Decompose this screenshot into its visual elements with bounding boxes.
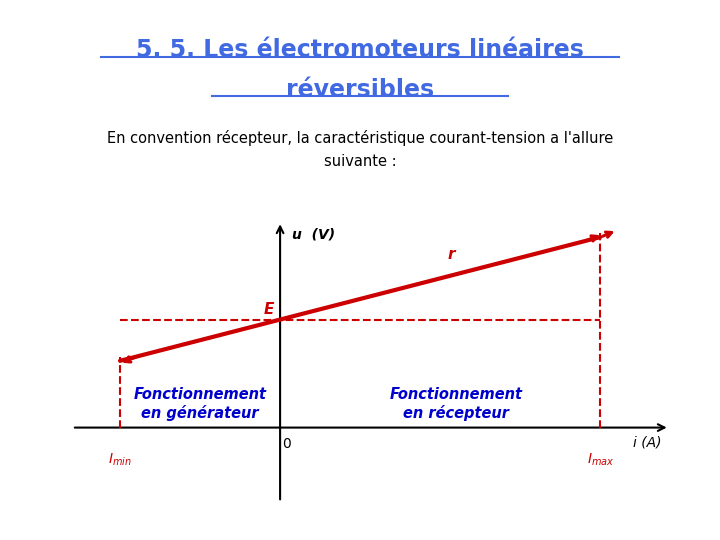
Text: Fonctionnement
en générateur: Fonctionnement en générateur (133, 387, 266, 421)
Text: réversibles: réversibles (286, 78, 434, 102)
Text: $I_{min}$: $I_{min}$ (108, 451, 132, 468)
Text: 0: 0 (282, 437, 291, 451)
Text: suivante :: suivante : (324, 154, 396, 169)
Text: En convention récepteur, la caractéristique courant-tension a l'allure: En convention récepteur, la caractéristi… (107, 130, 613, 146)
Text: 5. 5. Les électromoteurs linéaires: 5. 5. Les électromoteurs linéaires (136, 38, 584, 62)
Text: r: r (447, 247, 454, 262)
Text: i (A): i (A) (634, 435, 662, 449)
Text: u  (V): u (V) (292, 227, 335, 241)
Text: $I_{max}$: $I_{max}$ (587, 451, 614, 468)
Text: Fonctionnement
en récepteur: Fonctionnement en récepteur (390, 387, 523, 421)
Text: E: E (264, 302, 274, 318)
